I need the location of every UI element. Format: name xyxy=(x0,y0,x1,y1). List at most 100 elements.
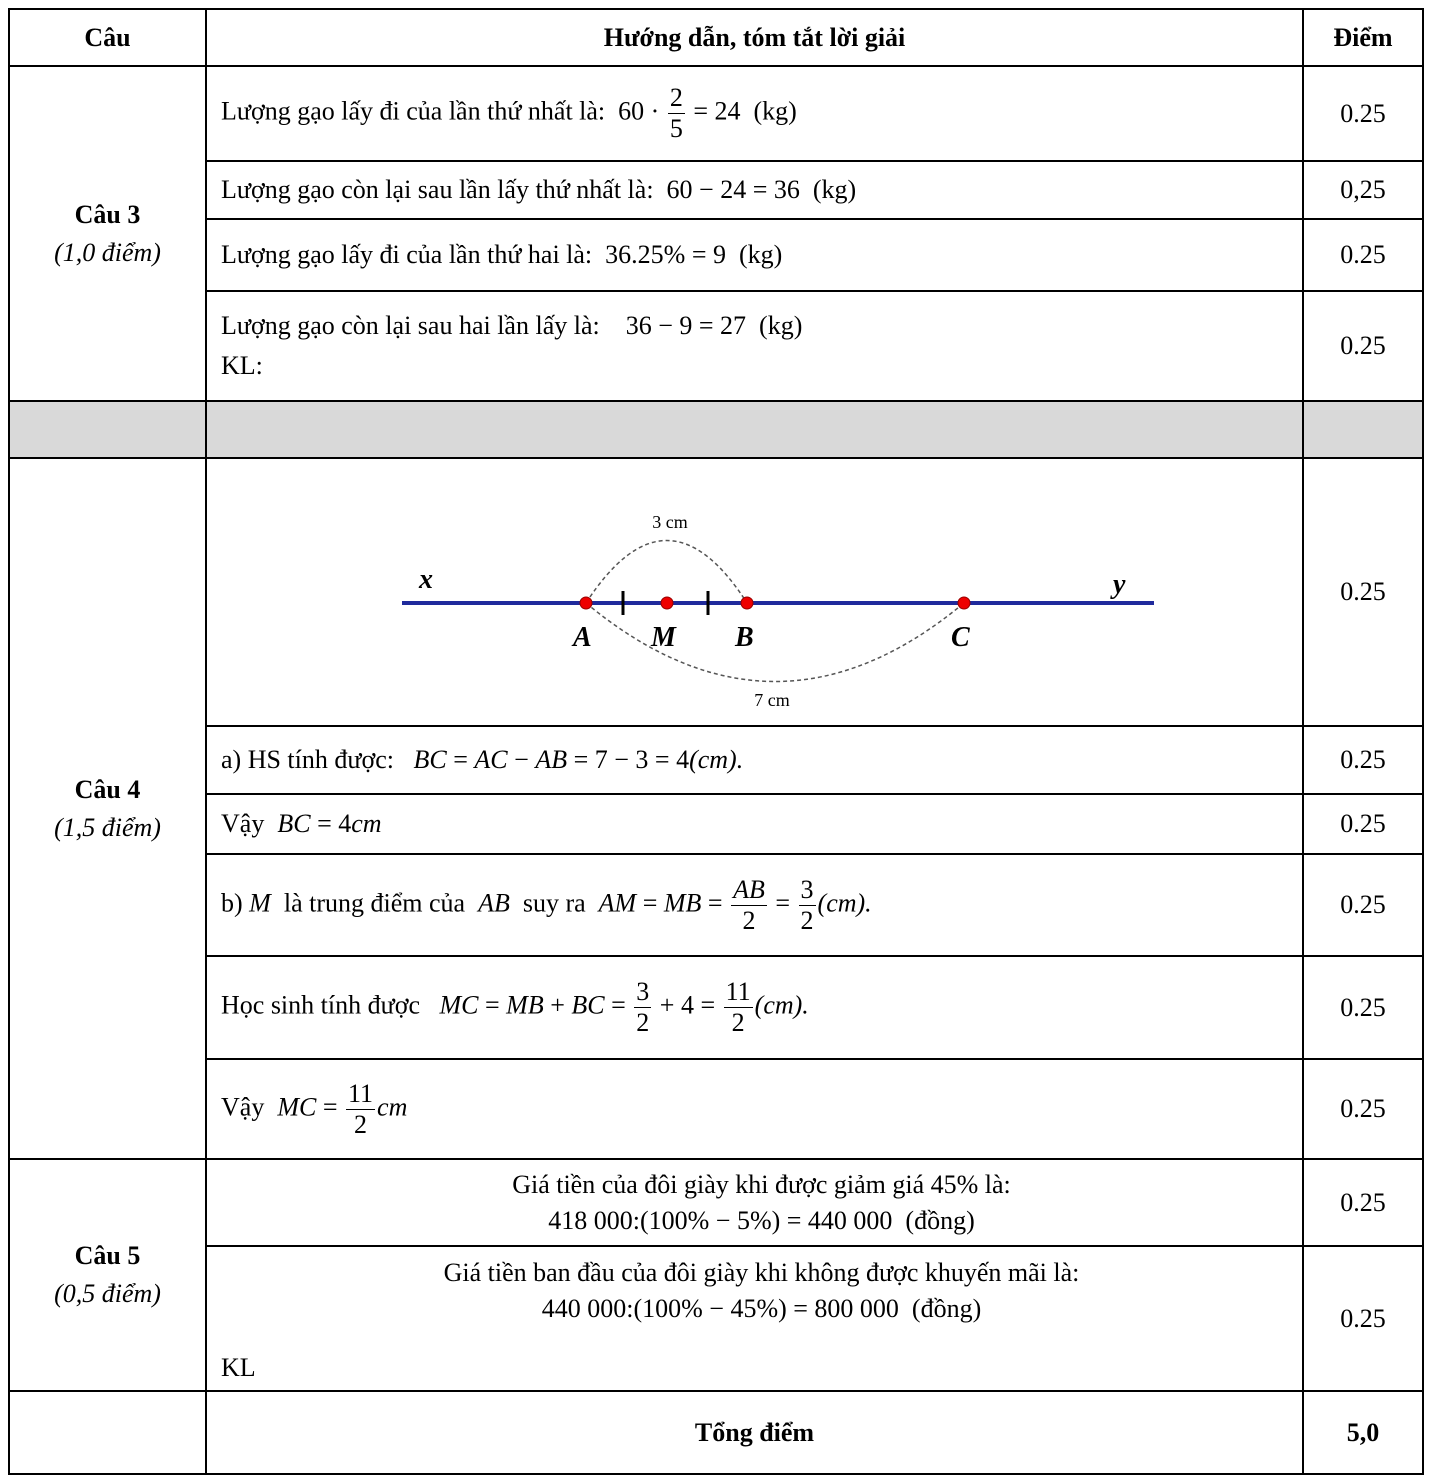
math-italic: M xyxy=(249,887,271,917)
question-cell: Câu 4 (1,5 điểm) xyxy=(8,457,207,1160)
gray-cell xyxy=(205,400,1304,459)
solution-cell: Lượng gạo lấy đi của lần thứ hai là: 36.… xyxy=(205,218,1304,292)
solution-cell: Lượng gạo lấy đi của lần thứ nhất là: 60… xyxy=(205,65,1304,162)
table-row: Câu 4 (1,5 điểm) x y A M B C 3 cm 7 cm 0.… xyxy=(8,457,1424,1160)
solution-line: KL: xyxy=(221,346,1302,386)
math-italic: AB xyxy=(478,887,510,917)
arc-ac xyxy=(585,602,965,683)
gray-cell xyxy=(8,400,207,459)
denominator: 2 xyxy=(742,905,756,935)
math: = xyxy=(478,990,507,1020)
solution-line: b) M là trung điểm của AB suy ra AM = MB… xyxy=(221,875,1302,936)
text: suy ra xyxy=(509,887,599,917)
math: 418 000:(100% − 5%) = 440 000 (đồng) xyxy=(548,1205,975,1235)
question-points: (1,5 điểm) xyxy=(54,812,161,842)
solution-line: 440 000:(100% − 45%) = 800 000 (đồng) xyxy=(221,1291,1302,1327)
solution-cell: Giá tiền của đôi giày khi được giảm giá … xyxy=(205,1158,1304,1247)
score-cell: 0.25 xyxy=(1302,955,1424,1060)
math-italic: (cm). xyxy=(817,887,872,917)
solution-line: Vậy MC = 11 2 cm xyxy=(221,1079,1302,1140)
segment-diagram: x y A M B C 3 cm 7 cm xyxy=(402,512,1154,710)
score-cell: 0,25 xyxy=(1302,160,1424,220)
score-cell: 0.25 xyxy=(1302,65,1424,162)
text: Học sinh tính được xyxy=(221,990,440,1020)
solution-cell: x y A M B C 3 cm 7 cm xyxy=(205,457,1304,727)
label-7cm: 7 cm xyxy=(754,690,790,710)
math-italic: cm xyxy=(351,809,382,838)
denominator: 2 xyxy=(731,1008,745,1037)
table-row: a) HS tính được: BC = AC − AB = 7 − 3 = … xyxy=(9,725,1424,795)
question-label: Câu 3 xyxy=(74,199,141,229)
solution-cell: a) HS tính được: BC = AC − AB = 7 − 3 = … xyxy=(205,725,1304,795)
math-italic: MC xyxy=(277,1091,317,1121)
solution-line: Lượng gạo còn lại sau lần lấy thứ nhất l… xyxy=(221,170,1302,210)
math: 60 − 24 = 36 (kg) xyxy=(660,175,857,204)
point-c xyxy=(957,596,971,610)
solution-line: Lượng gạo lấy đi của lần thứ nhất là: 60… xyxy=(221,83,1302,144)
math-italic: BC xyxy=(277,809,311,838)
label-y: y xyxy=(1110,569,1126,600)
math: = xyxy=(446,745,475,774)
score-cell: 0.25 xyxy=(1302,218,1424,292)
fraction: 11 2 xyxy=(723,977,753,1038)
score-cell: 0.25 xyxy=(1302,290,1424,402)
numerator: 3 xyxy=(634,977,652,1008)
table-row: Vậy MC = 11 2 cm 0.25 xyxy=(9,1058,1424,1160)
text: Lượng gạo còn lại sau lần lấy thứ nhất l… xyxy=(221,175,661,204)
math: = 4 xyxy=(310,809,352,838)
solution-line: Giá tiền ban đầu của đôi giày khi không … xyxy=(221,1255,1302,1291)
math-italic: AC xyxy=(474,745,508,774)
score-cell: 0.25 xyxy=(1302,725,1424,795)
math: + xyxy=(543,990,572,1020)
text: Vậy xyxy=(221,809,278,838)
solution-cell: Lượng gạo còn lại sau lần lấy thứ nhất l… xyxy=(205,160,1304,220)
label-a: A xyxy=(571,622,592,653)
table-row: Lượng gạo lấy đi của lần thứ hai là: 36.… xyxy=(9,218,1424,292)
math: − xyxy=(507,745,536,774)
solution-line: Lượng gạo còn lại sau hai lần lấy là: 36… xyxy=(221,306,1302,346)
numerator: 11 xyxy=(346,1078,376,1110)
fraction: 11 2 xyxy=(346,1078,376,1140)
table-row: Giá tiền ban đầu của đôi giày khi không … xyxy=(9,1245,1424,1392)
text: Giá tiền ban đầu của đôi giày khi không … xyxy=(443,1257,1080,1287)
math: = xyxy=(604,990,633,1020)
solution-cell: Giá tiền ban đầu của đôi giày khi không … xyxy=(205,1245,1304,1392)
score-cell: 0.25 xyxy=(1302,457,1424,727)
question-points: (0,5 điểm) xyxy=(54,1279,161,1308)
answer-table: Câu Hướng dẫn, tóm tắt lời giải Điểm Câu 3(… xyxy=(8,8,1424,1475)
score-cell: 0.25 xyxy=(1302,1245,1424,1392)
math: 440 000:(100% − 45%) = 800 000 (đồng) xyxy=(541,1293,982,1323)
solution-line: 418 000:(100% − 5%) = 440 000 (đồng) xyxy=(221,1203,1302,1239)
solution-cell: b) M là trung điểm của AB suy ra AM = MB… xyxy=(205,853,1304,957)
text: Lượng gạo lấy đi của lần thứ hai là: xyxy=(221,240,599,269)
gray-cell xyxy=(1302,400,1424,459)
math-italic: BC xyxy=(413,745,447,774)
numerator: 11 xyxy=(723,977,753,1008)
header-cell: Hướng dẫn, tóm tắt lời giải xyxy=(205,8,1304,67)
text: b) xyxy=(221,887,250,917)
header-cell: Điểm xyxy=(1302,8,1424,67)
table-row: Câu 5 (0,5 điểm) Giá tiền của đôi giày khi… xyxy=(8,1158,1424,1392)
solution-line: Vậy BC = 4cm xyxy=(221,804,1302,844)
table-row: Vậy BC = 4cm 0.25 xyxy=(9,793,1424,855)
question-label: Câu 5 xyxy=(74,1241,141,1270)
label-x: x xyxy=(418,564,433,595)
text: Vậy xyxy=(221,1091,278,1121)
numerator: 2 xyxy=(667,83,685,114)
total-score: 5,0 xyxy=(1302,1390,1424,1475)
table-row xyxy=(8,400,1424,459)
table-row: Lượng gạo còn lại sau hai lần lấy là: 36… xyxy=(9,290,1424,402)
point-a xyxy=(579,596,593,610)
solution-cell: Lượng gạo còn lại sau hai lần lấy là: 36… xyxy=(205,290,1304,402)
math: + 4 = xyxy=(653,990,722,1020)
denominator: 2 xyxy=(636,1008,650,1037)
label-3cm: 3 cm xyxy=(652,512,688,532)
math-italic: (cm). xyxy=(754,990,809,1020)
math-italic: MB xyxy=(506,990,544,1020)
question-cell: Câu 3 (1,0 điểm) xyxy=(8,65,207,402)
